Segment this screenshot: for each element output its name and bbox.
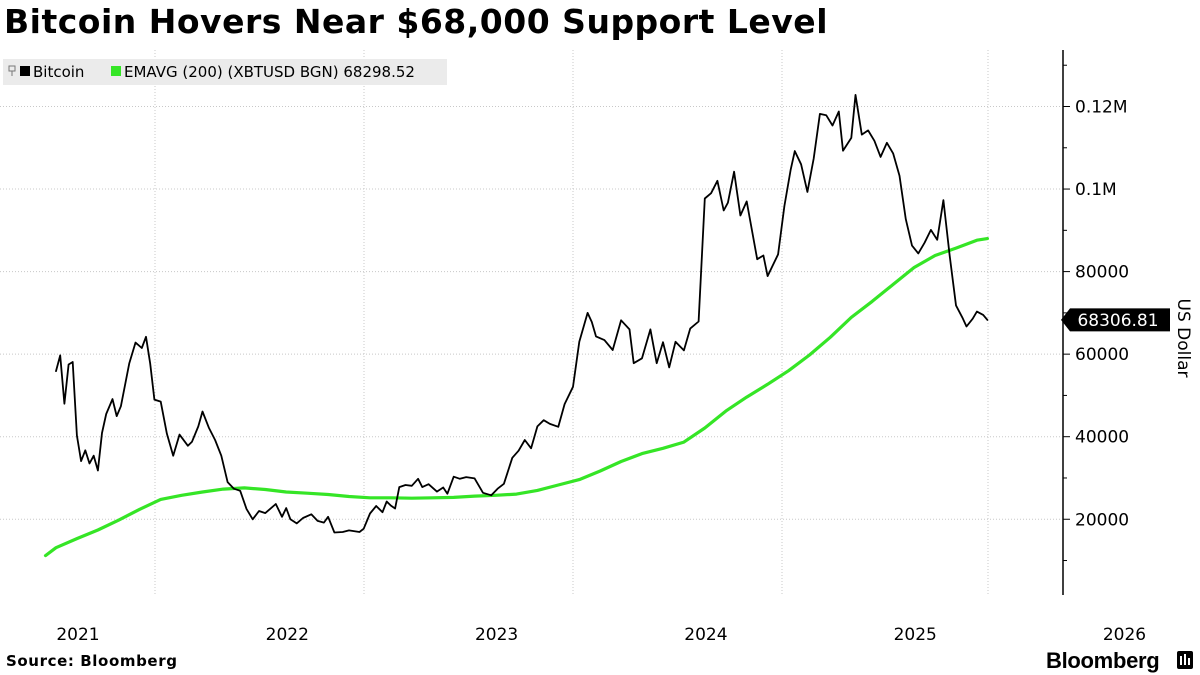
y-tick-label: 60000	[1075, 345, 1129, 365]
series-line-emavg	[43, 237, 989, 558]
x-tick-label: 2023	[475, 625, 518, 645]
bloomberg-logo: Bloomberg	[1046, 648, 1160, 673]
last-value-label: 68306.81	[1077, 311, 1158, 331]
y-tick-label: 40000	[1075, 428, 1129, 448]
grid	[0, 50, 1062, 595]
legend-label-bitcoin: Bitcoin	[33, 63, 84, 81]
series-line-bitcoin	[55, 94, 989, 534]
last-value-marker: 68306.81	[1061, 308, 1170, 332]
y-tick-label: 20000	[1075, 510, 1129, 530]
chart-title: Bitcoin Hovers Near $68,000 Support Leve…	[4, 2, 829, 41]
x-tick-label: 2021	[56, 625, 99, 645]
bloomberg-terminal-icon	[1177, 651, 1193, 669]
y-tick-label: 0.1M	[1075, 180, 1117, 200]
legend-background	[3, 59, 447, 85]
source-note: Source: Bloomberg	[6, 652, 178, 670]
last-value-box	[1070, 308, 1170, 332]
x-tick-label: 2022	[266, 625, 309, 645]
legend: Bitcoin EMAVG (200) (XBTUSD BGN) 68298.5…	[3, 59, 447, 85]
y-axis-label: US Dollar	[1173, 299, 1193, 378]
x-tick-label: 2025	[894, 625, 937, 645]
y-tick-label: 0.12M	[1075, 98, 1128, 118]
axis-layer: 20000 40000 60000 80000 0.1M 0.12M 2021 2022 202…	[56, 50, 1146, 645]
y-tick-label: 80000	[1075, 263, 1129, 283]
legend-swatch-bitcoin	[20, 66, 30, 76]
legend-label-emavg: EMAVG (200) (XBTUSD BGN) 68298.52	[124, 63, 415, 81]
x-tick-label: 2026	[1103, 625, 1146, 645]
series-layer	[43, 94, 989, 558]
last-value-arrow	[1061, 308, 1070, 332]
legend-pin-icon	[8, 65, 16, 76]
legend-swatch-emavg	[111, 66, 121, 76]
x-tick-label: 2024	[684, 625, 727, 645]
